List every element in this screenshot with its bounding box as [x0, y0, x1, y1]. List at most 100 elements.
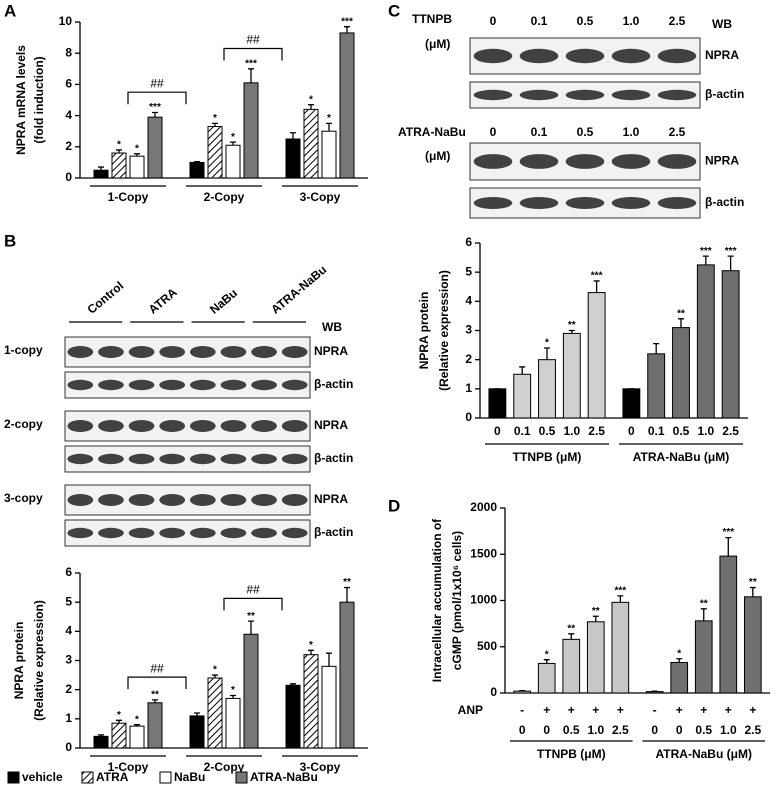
error-bar	[248, 68, 254, 83]
anp-sign: +	[543, 703, 550, 717]
panel-label: B	[4, 231, 16, 250]
bar	[721, 270, 740, 419]
significance: *	[135, 143, 139, 154]
y-tick-label: 6	[65, 565, 72, 579]
anp-sign: +	[568, 703, 575, 717]
row-label: 1-copy	[4, 343, 43, 357]
x-tick-label: 0.5	[539, 424, 556, 438]
legend-swatch	[235, 771, 248, 784]
legend-swatch	[159, 771, 172, 784]
bar	[303, 654, 319, 749]
bar	[147, 702, 163, 749]
bar	[189, 161, 205, 179]
treatment-label: ATRA-NaBu	[398, 125, 466, 139]
error-bar	[326, 652, 332, 667]
significance: **	[592, 606, 600, 617]
significance: *	[309, 640, 313, 651]
y-tick-label: 3	[465, 323, 472, 337]
legend-label: NaBu	[174, 770, 205, 784]
error-bar	[230, 694, 236, 699]
blot-band	[128, 494, 155, 506]
significance: *	[231, 132, 235, 143]
blot-band	[67, 527, 94, 539]
significance: *	[117, 710, 121, 721]
bar	[513, 373, 532, 419]
error-bar	[98, 734, 104, 737]
blot-band	[565, 197, 605, 209]
blot-band	[98, 453, 124, 465]
panel-label: D	[388, 496, 400, 515]
bracket	[127, 91, 187, 105]
blot-band	[159, 494, 186, 506]
y-tick-label: 2	[65, 139, 72, 153]
blot-band	[281, 494, 308, 506]
bar	[339, 32, 355, 179]
significance: *	[327, 113, 331, 124]
protein-label: β-actin	[314, 525, 353, 539]
y-tick-label: 4	[65, 624, 72, 638]
error-bar	[700, 608, 707, 621]
x-tick-label: 0.1	[648, 424, 665, 438]
y-tick-label: 10	[59, 14, 73, 28]
x-tick-label: 0.5	[673, 424, 690, 438]
bracket	[127, 676, 187, 690]
significance: ***	[614, 586, 626, 597]
y-tick-label: 0	[65, 170, 72, 184]
error-bar	[519, 366, 526, 375]
significance: ***	[149, 102, 161, 113]
lane-label: NaBu	[207, 286, 240, 317]
x-tick-label: 0	[628, 424, 635, 438]
error-bar	[134, 724, 140, 727]
blot-band	[251, 453, 277, 465]
blot-band	[251, 346, 277, 358]
blot-band	[281, 420, 308, 432]
treatment-label: TTNPB	[412, 12, 452, 26]
y-axis-label: NPRA protein	[417, 292, 431, 370]
significance: **	[567, 623, 575, 634]
y-axis-label: NPRA mRNA levels	[14, 45, 28, 155]
blot-band	[565, 89, 605, 101]
blot-band	[189, 379, 216, 391]
significance: **	[677, 308, 685, 319]
bar	[111, 152, 127, 179]
error-bar	[134, 153, 140, 157]
significance: *	[135, 714, 139, 725]
bar	[207, 126, 223, 179]
x-tick-label: 0	[651, 723, 658, 737]
blot-band	[98, 420, 124, 432]
wb-label: WB	[322, 320, 342, 334]
error-bar	[543, 659, 550, 664]
error-bar	[116, 719, 122, 724]
bracket	[223, 597, 283, 611]
bar	[339, 601, 355, 749]
y-tick-label: 1	[65, 711, 72, 725]
significance: *	[309, 94, 313, 105]
dose-label: 0.1	[531, 125, 548, 139]
significance: *	[677, 648, 681, 659]
significance: ***	[341, 16, 353, 27]
blot-band	[67, 346, 94, 358]
error-bar	[290, 132, 296, 139]
bar	[129, 725, 145, 749]
error-bar	[676, 658, 683, 663]
anp-sign: +	[700, 703, 707, 717]
blot-band	[98, 494, 124, 506]
protein-label: β-actin	[314, 377, 353, 391]
error-bar	[116, 149, 122, 154]
blot-band	[220, 527, 247, 539]
blot-band	[281, 527, 308, 539]
row-label: 3-copy	[4, 491, 43, 505]
error-bar	[653, 342, 660, 354]
error-bar	[212, 674, 218, 678]
group-label: ATRA-NaBu (μM)	[633, 450, 729, 464]
y-axis-label: Intracellular accumulation of	[430, 518, 444, 682]
anp-sign: -	[520, 703, 524, 717]
y-tick-label: 2	[65, 682, 72, 696]
significance: *	[213, 113, 217, 124]
blot-band	[519, 89, 559, 101]
significance: ***	[591, 271, 603, 282]
blot-band	[611, 89, 651, 101]
y-tick-label: 0	[490, 685, 497, 699]
protein-label: β-actin	[705, 87, 744, 101]
blot-band	[159, 346, 186, 358]
